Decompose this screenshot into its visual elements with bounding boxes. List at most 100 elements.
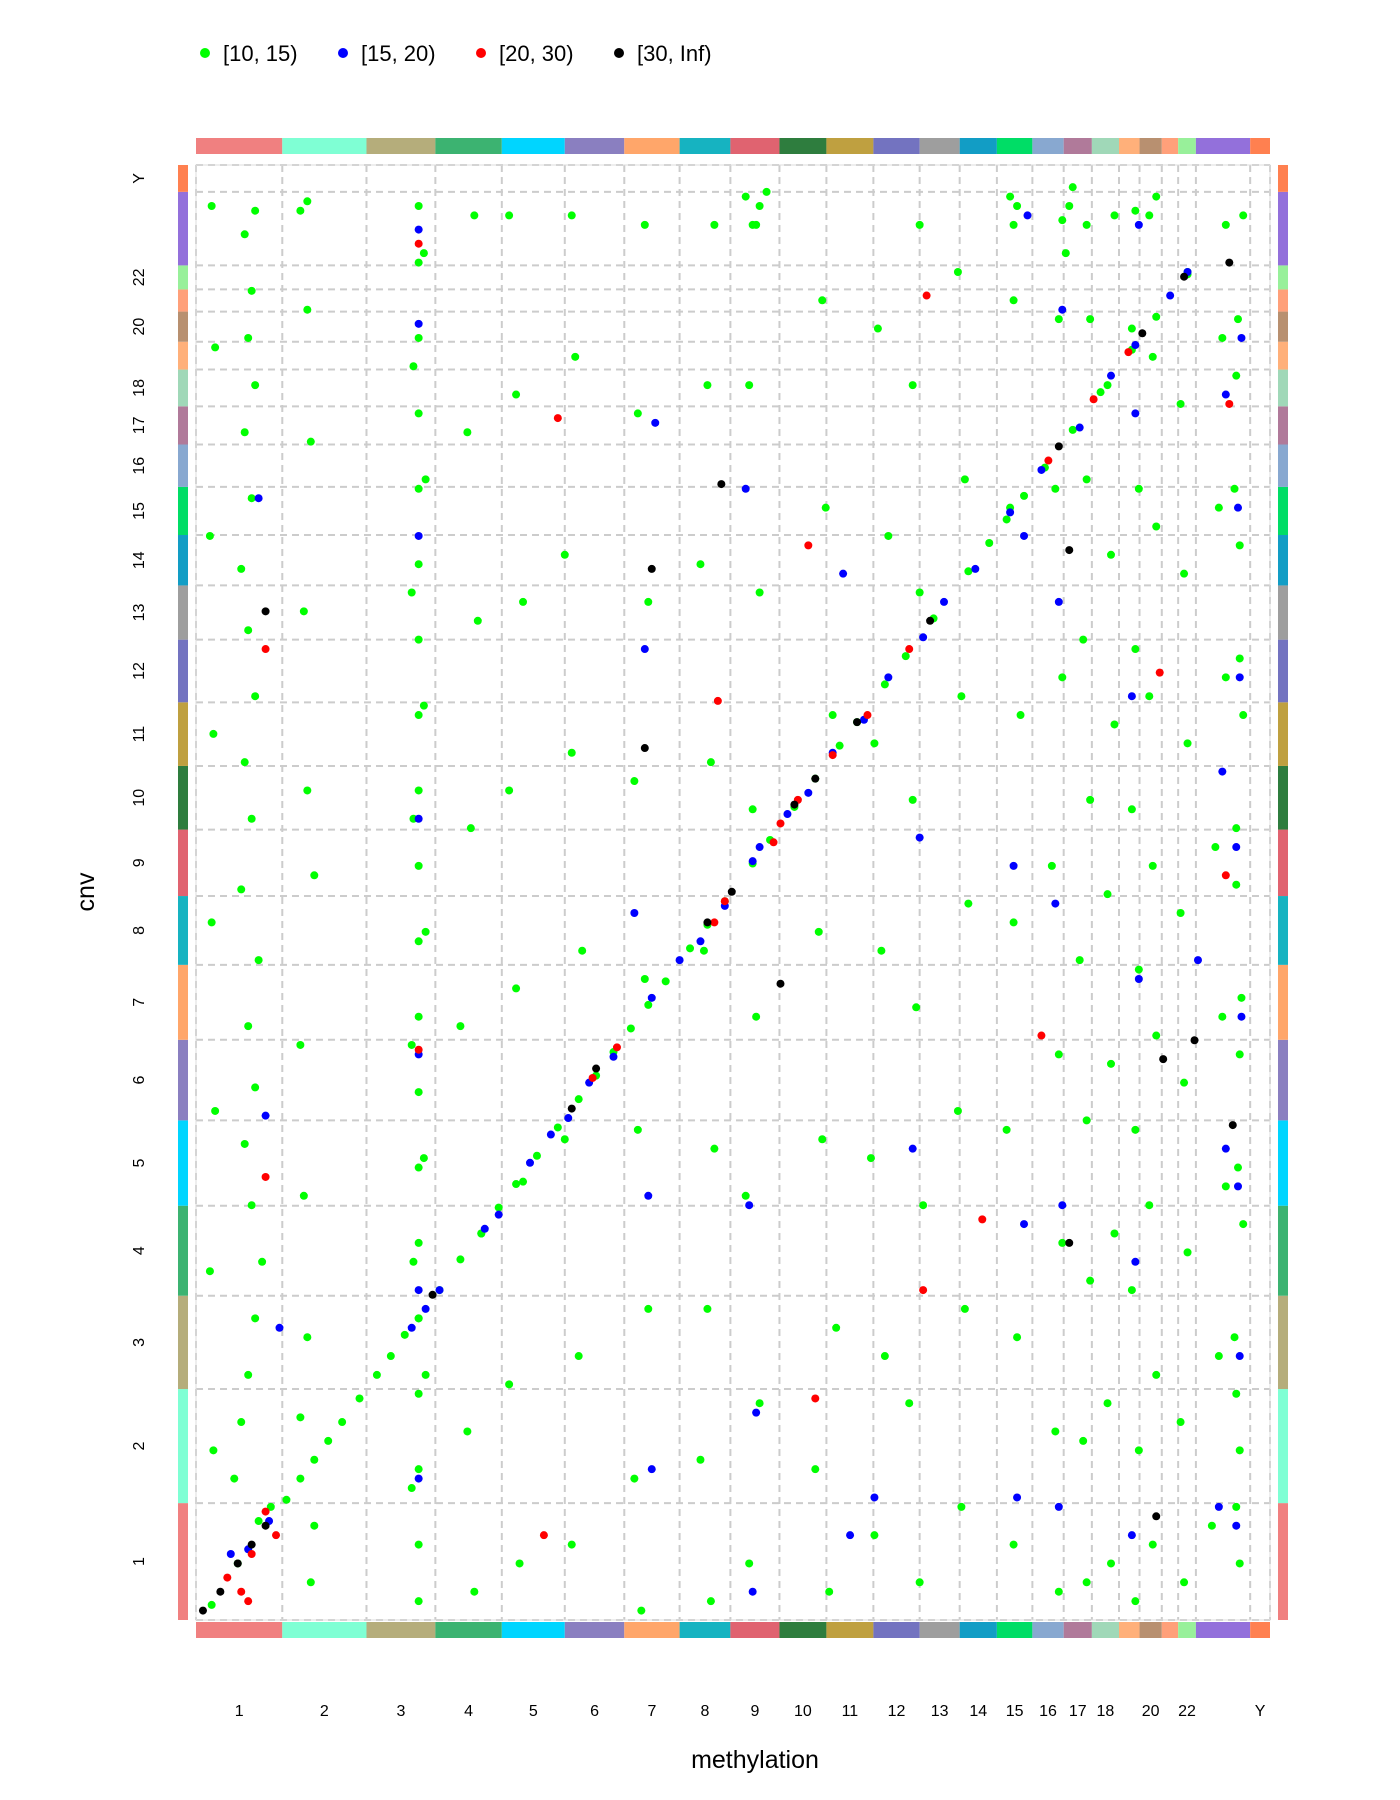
point-s0-162 — [699, 946, 708, 955]
point-s3-14 — [1054, 442, 1063, 451]
point-s0-113 — [407, 1484, 416, 1493]
point-s0-176 — [755, 202, 764, 211]
point-s0-177 — [762, 187, 771, 196]
point-s0-72 — [209, 1446, 218, 1455]
legend-label-3: [30, Inf) — [637, 41, 712, 66]
band-left-3 — [178, 1295, 188, 1390]
point-s2-20 — [261, 645, 270, 654]
band-left-14 — [178, 534, 188, 586]
point-s0-246 — [1110, 720, 1119, 729]
band-bottom-3 — [366, 1622, 436, 1638]
y-tick-Y: Y — [131, 173, 148, 184]
band-bottom-18 — [1091, 1622, 1120, 1638]
point-s1-10 — [564, 1114, 573, 1123]
point-s0-126 — [463, 1427, 472, 1436]
point-s0-87 — [303, 786, 312, 795]
point-s0-196 — [919, 1201, 928, 1210]
band-left-Y — [178, 165, 188, 192]
point-s0-122 — [421, 475, 430, 484]
point-s0-175 — [748, 220, 757, 229]
point-s0-269 — [1152, 192, 1161, 201]
point-s2-21 — [414, 1045, 423, 1054]
band-left-7 — [178, 964, 188, 1040]
point-s0-181 — [832, 1323, 841, 1332]
point-s1-85 — [1233, 503, 1242, 512]
point-s0-200 — [908, 381, 917, 390]
point-s1-40 — [414, 531, 423, 540]
point-s0-69 — [247, 286, 256, 295]
point-s0-242 — [1103, 1399, 1112, 1408]
band-bottom-9 — [730, 1622, 780, 1638]
point-s1-8 — [525, 1158, 534, 1167]
point-s2-32 — [713, 696, 722, 705]
point-s0-164 — [696, 560, 705, 569]
plot-frame — [195, 164, 1271, 1621]
point-s0-159 — [696, 1455, 705, 1464]
legend-label-0: [10, 15) — [223, 41, 298, 66]
point-s0-97 — [414, 1314, 423, 1323]
point-s0-141 — [567, 1540, 576, 1549]
band-right-20 — [1278, 311, 1288, 342]
point-s1-50 — [745, 1201, 754, 1210]
point-s1-79 — [1232, 1521, 1241, 1530]
x-tick-7: 7 — [647, 1703, 656, 1720]
band-right-21 — [1278, 289, 1288, 312]
point-s0-206 — [957, 692, 966, 701]
point-s3-21 — [1065, 1238, 1074, 1247]
point-s0-292 — [1232, 880, 1241, 889]
y-tick-17: 17 — [131, 416, 148, 434]
point-s0-194 — [915, 1578, 924, 1587]
band-top-16 — [1032, 138, 1064, 154]
point-s0-42 — [1020, 491, 1029, 500]
point-s3-2 — [247, 1540, 256, 1549]
point-s0-272 — [1183, 1248, 1192, 1257]
band-bottom-21 — [1161, 1622, 1179, 1638]
band-top-9 — [730, 138, 780, 154]
point-s0-218 — [1006, 192, 1015, 201]
point-s0-244 — [1107, 1059, 1116, 1068]
point-s0-125 — [470, 1587, 479, 1596]
point-s0-139 — [512, 390, 521, 399]
point-s1-81 — [1233, 1182, 1242, 1191]
point-s0-220 — [1051, 1427, 1060, 1436]
point-s0-56 — [251, 1083, 260, 1092]
legend-marker-0 — [200, 48, 210, 58]
point-s0-205 — [964, 899, 973, 908]
band-right-9 — [1278, 829, 1288, 897]
point-s0-274 — [1176, 909, 1185, 918]
point-s0-294 — [1235, 541, 1244, 550]
point-s0-114 — [421, 1370, 430, 1379]
point-s1-86 — [1237, 333, 1246, 342]
point-s0-254 — [1134, 965, 1143, 974]
point-s0-59 — [237, 885, 246, 894]
legend: [10, 15) [15, 20) [20, 30) [30, Inf) — [200, 41, 712, 66]
point-s0-143 — [560, 1135, 569, 1144]
point-s2-29 — [1225, 399, 1234, 408]
point-s0-89 — [306, 437, 315, 446]
point-s2-28 — [1221, 871, 1230, 880]
point-s1-68 — [1127, 1531, 1136, 1540]
y-tick-8: 8 — [131, 926, 148, 935]
point-s0-135 — [519, 1177, 528, 1186]
point-s0-305 — [1233, 315, 1242, 324]
point-s0-62 — [251, 692, 260, 701]
band-right-19 — [1278, 341, 1288, 370]
point-s0-26 — [661, 977, 670, 986]
band-top-17 — [1063, 138, 1092, 154]
band-top-X — [1195, 138, 1251, 154]
point-s0-302 — [1232, 824, 1241, 833]
point-s0-282 — [1218, 1012, 1227, 1021]
band-right-16 — [1278, 444, 1288, 487]
point-s2-13 — [828, 751, 837, 760]
point-s0-19 — [532, 1151, 541, 1160]
band-left-16 — [178, 444, 188, 487]
band-right-12 — [1278, 639, 1288, 703]
point-s0-211 — [1002, 1125, 1011, 1134]
point-s1-76 — [1221, 1144, 1230, 1153]
point-s0-271 — [1176, 1418, 1185, 1427]
point-s0-185 — [821, 503, 830, 512]
band-right-15 — [1278, 486, 1288, 535]
point-s0-207 — [960, 475, 969, 484]
point-s1-41 — [414, 319, 423, 328]
point-s3-28 — [717, 480, 726, 489]
